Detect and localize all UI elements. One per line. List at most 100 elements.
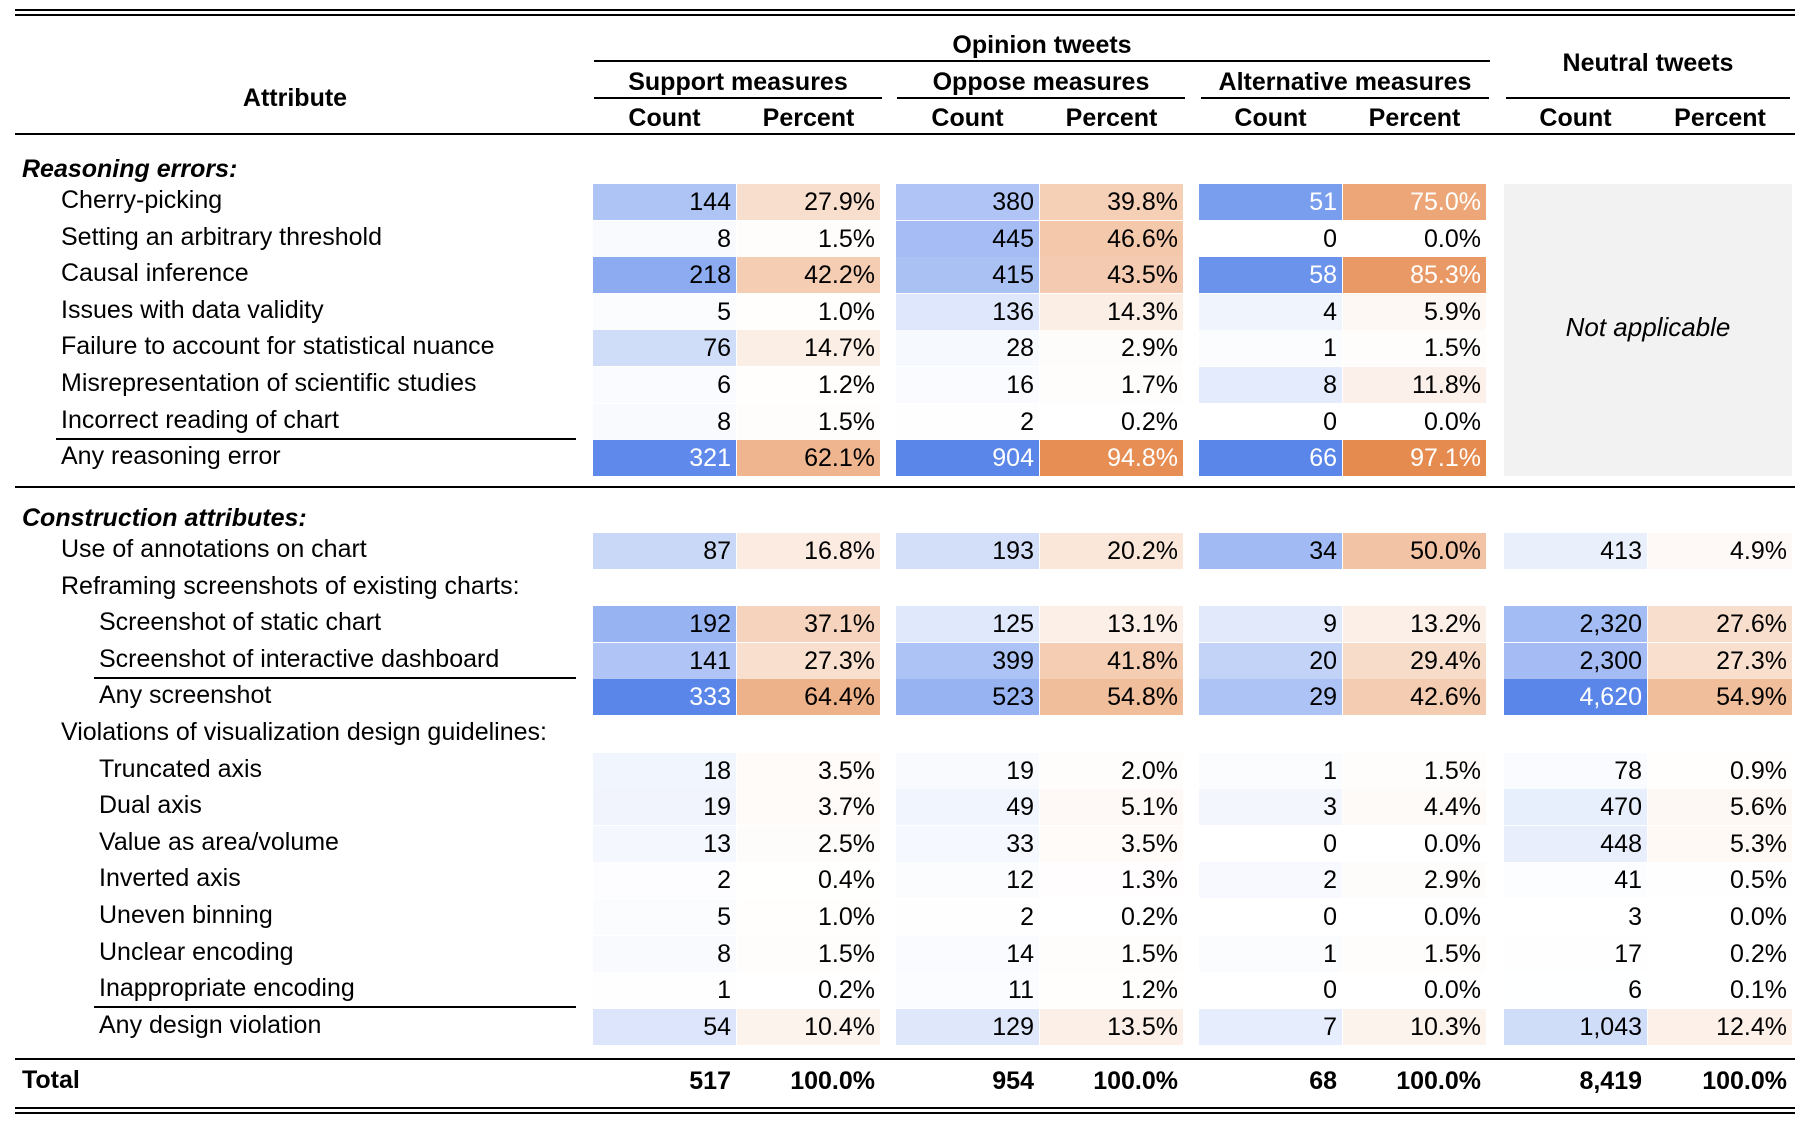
count-cell: 66 (1199, 440, 1342, 476)
count-cell: 1 (1199, 936, 1342, 972)
count-cell: 3 (1199, 789, 1342, 825)
row-label: Issues with data validity (61, 296, 324, 324)
opinion-tweets-header: Opinion tweets (952, 31, 1132, 59)
percent-cell: 100.0% (1093, 1067, 1178, 1095)
row-label: Setting an arbitrary threshold (61, 223, 383, 251)
percent-cell: 1.0% (737, 294, 880, 330)
row-label: Value as area/volume (99, 828, 339, 856)
count-cell: 2 (896, 899, 1039, 935)
subtotal-underline (94, 1006, 576, 1008)
percent-cell: 0.2% (1648, 936, 1792, 972)
percent-cell: 0.0% (1343, 404, 1486, 440)
percent-cell: 1.2% (737, 367, 880, 403)
percent-cell: 1.5% (1343, 936, 1486, 972)
percent-cell: 1.5% (1343, 330, 1486, 366)
percent-cell: 10.3% (1343, 1009, 1486, 1045)
count-cell: 192 (593, 606, 736, 642)
percent-cell: 0.0% (1343, 826, 1486, 862)
count-cell: 4 (1199, 294, 1342, 330)
percent-cell: 0.2% (1040, 899, 1183, 935)
percent-cell: 27.3% (1648, 643, 1792, 679)
count-cell: 7 (1199, 1009, 1342, 1045)
count-cell: 3 (1504, 899, 1647, 935)
percent-column-header: Percent (1065, 104, 1158, 132)
percent-cell: 0.0% (1343, 972, 1486, 1008)
count-cell: 8 (593, 221, 736, 257)
percent-cell: 3.5% (1040, 826, 1183, 862)
count-cell: 1 (593, 972, 736, 1008)
count-cell: 0 (1199, 221, 1342, 257)
row-label: Cherry-picking (61, 186, 223, 214)
percent-cell: 10.4% (737, 1009, 880, 1045)
count-cell: 125 (896, 606, 1039, 642)
bottom-rule (15, 1107, 1795, 1109)
subtotal-underline (56, 438, 576, 440)
alternative-measures-header: Alternative measures (1218, 68, 1472, 96)
percent-cell: 5.6% (1648, 789, 1792, 825)
row-label: Unclear encoding (99, 938, 294, 966)
count-cell: 1,043 (1504, 1009, 1647, 1045)
row-label: Any screenshot (99, 681, 272, 709)
percent-cell: 2.9% (1040, 330, 1183, 366)
percent-cell: 62.1% (737, 440, 880, 476)
percent-cell: 54.8% (1040, 679, 1183, 715)
percent-cell: 20.2% (1040, 533, 1183, 569)
percent-cell: 75.0% (1343, 184, 1486, 220)
count-cell: 0 (1199, 826, 1342, 862)
opinion-underline (594, 60, 1490, 62)
count-cell: 87 (593, 533, 736, 569)
percent-cell: 13.2% (1343, 606, 1486, 642)
percent-cell: 85.3% (1343, 257, 1486, 293)
count-cell: 19 (896, 753, 1039, 789)
count-cell: 380 (896, 184, 1039, 220)
percent-cell: 27.9% (737, 184, 880, 220)
percent-cell: 43.5% (1040, 257, 1183, 293)
count-cell: 2,320 (1504, 606, 1647, 642)
row-label: Truncated axis (99, 755, 263, 783)
count-cell: 18 (593, 753, 736, 789)
alternative-underline (1201, 97, 1489, 99)
not-applicable-label: Not applicable (1565, 312, 1731, 342)
neutral-tweets-header: Neutral tweets (1562, 49, 1734, 77)
oppose-measures-header: Oppose measures (932, 68, 1150, 96)
count-cell: 399 (896, 643, 1039, 679)
percent-cell: 29.4% (1343, 643, 1486, 679)
count-cell: 28 (896, 330, 1039, 366)
percent-cell: 37.1% (737, 606, 880, 642)
percent-cell: 0.2% (737, 972, 880, 1008)
count-cell: 11 (896, 972, 1039, 1008)
percent-cell: 14.3% (1040, 294, 1183, 330)
top-rule (15, 9, 1795, 11)
row-subheader: Violations of visualization design guide… (61, 718, 547, 746)
count-cell: 5 (593, 899, 736, 935)
percent-cell: 1.3% (1040, 862, 1183, 898)
percent-cell: 4.9% (1648, 533, 1792, 569)
count-cell: 2 (1199, 862, 1342, 898)
percent-cell: 5.9% (1343, 294, 1486, 330)
percent-cell: 94.8% (1040, 440, 1183, 476)
count-cell: 0 (1199, 972, 1342, 1008)
percent-cell: 0.0% (1343, 899, 1486, 935)
percent-cell: 1.5% (737, 404, 880, 440)
count-cell: 144 (593, 184, 736, 220)
count-cell: 2 (593, 862, 736, 898)
row-label: Screenshot of static chart (99, 608, 382, 636)
percent-cell: 5.3% (1648, 826, 1792, 862)
count-cell: 29 (1199, 679, 1342, 715)
percent-cell: 0.4% (737, 862, 880, 898)
percent-cell: 46.6% (1040, 221, 1183, 257)
percent-cell: 13.5% (1040, 1009, 1183, 1045)
percent-cell: 16.8% (737, 533, 880, 569)
section-divider (15, 486, 1795, 488)
percent-cell: 14.7% (737, 330, 880, 366)
count-cell: 14 (896, 936, 1039, 972)
subtotal-underline (94, 677, 576, 679)
percent-column-header: Percent (762, 104, 855, 132)
count-cell: 41 (1504, 862, 1647, 898)
count-cell: 13 (593, 826, 736, 862)
count-cell: 9 (1199, 606, 1342, 642)
row-label: Causal inference (61, 259, 249, 287)
count-column-header: Count (1234, 104, 1307, 132)
count-cell: 0 (1199, 404, 1342, 440)
count-cell: 415 (896, 257, 1039, 293)
